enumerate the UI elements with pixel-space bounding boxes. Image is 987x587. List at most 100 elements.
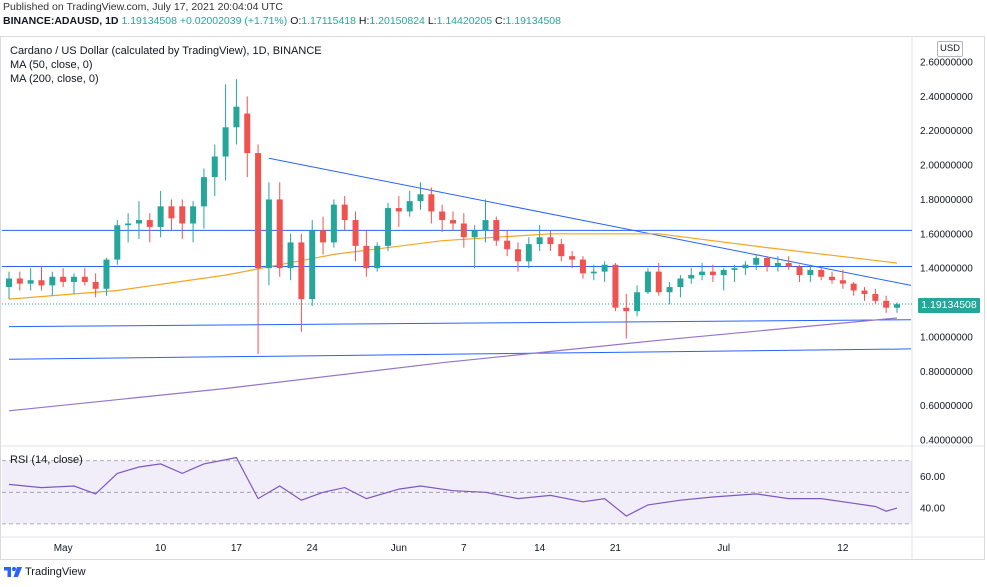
- candle-body[interactable]: [125, 223, 132, 226]
- candle-body[interactable]: [341, 204, 348, 221]
- candle-body[interactable]: [135, 220, 142, 224]
- candle-body[interactable]: [894, 304, 900, 308]
- candle-body[interactable]: [601, 264, 608, 272]
- ma50-label: MA (50, close, 0): [10, 59, 93, 71]
- candle-body[interactable]: [320, 230, 327, 243]
- candle-body[interactable]: [807, 269, 814, 276]
- candle-body[interactable]: [309, 230, 316, 300]
- candle-body[interactable]: [742, 264, 749, 269]
- candle-body[interactable]: [374, 245, 381, 269]
- candle-body[interactable]: [504, 240, 511, 250]
- candle-body[interactable]: [168, 206, 175, 219]
- candle-body[interactable]: [190, 206, 197, 224]
- candle-body[interactable]: [482, 220, 489, 231]
- symbol: BINANCE:ADAUSD, 1D: [3, 15, 119, 27]
- candle-body[interactable]: [883, 300, 890, 308]
- candle-body[interactable]: [406, 201, 413, 212]
- y-tick-label: 0.60000000: [920, 401, 973, 412]
- candle-body[interactable]: [60, 276, 67, 282]
- candle-body[interactable]: [298, 242, 305, 300]
- candle-body[interactable]: [395, 208, 402, 212]
- candle-body[interactable]: [450, 220, 456, 224]
- candle-body[interactable]: [385, 208, 392, 246]
- candle-body[interactable]: [38, 280, 45, 286]
- candle-body[interactable]: [623, 307, 630, 312]
- candle-body[interactable]: [753, 257, 760, 265]
- candle-body[interactable]: [709, 271, 716, 276]
- candle-body[interactable]: [666, 287, 673, 293]
- currency-button[interactable]: USD: [937, 41, 963, 57]
- candle-body[interactable]: [92, 281, 99, 289]
- candle-body[interactable]: [428, 194, 435, 212]
- candle-body[interactable]: [699, 271, 706, 276]
- candle-body[interactable]: [796, 266, 803, 276]
- candle-body[interactable]: [330, 204, 337, 243]
- candle-body[interactable]: [514, 249, 521, 262]
- candle-body[interactable]: [850, 283, 857, 291]
- candle-body[interactable]: [861, 290, 868, 294]
- candle-body[interactable]: [103, 259, 110, 289]
- candle-body[interactable]: [655, 271, 662, 293]
- low-key: L:: [427, 15, 437, 27]
- candle-body[interactable]: [493, 220, 500, 241]
- candle-body[interactable]: [244, 113, 251, 154]
- candle-body[interactable]: [590, 271, 597, 274]
- candle-body[interactable]: [525, 244, 532, 262]
- y-tick-label: 0.40000000: [920, 436, 973, 447]
- candle-body[interactable]: [558, 244, 565, 257]
- candle-body[interactable]: [439, 211, 446, 221]
- last-price-badge: 1.19134508: [918, 298, 980, 313]
- candle-body[interactable]: [774, 263, 781, 267]
- candle-body[interactable]: [255, 153, 262, 269]
- candle-body[interactable]: [677, 278, 684, 288]
- x-tick-label: 10: [155, 543, 167, 554]
- candle-body[interactable]: [70, 276, 77, 282]
- candle-body[interactable]: [222, 127, 229, 157]
- candle-body[interactable]: [287, 242, 294, 269]
- candle-body[interactable]: [211, 156, 218, 178]
- candle-body[interactable]: [547, 237, 554, 245]
- candle-body[interactable]: [417, 194, 424, 202]
- rsi-line: [8, 456, 898, 517]
- candle-body[interactable]: [785, 263, 792, 267]
- candle-body[interactable]: [536, 237, 543, 245]
- candle-body[interactable]: [612, 264, 619, 308]
- candle-body[interactable]: [818, 269, 825, 277]
- candle-body[interactable]: [157, 206, 164, 227]
- candle-body[interactable]: [6, 278, 12, 288]
- candle-body[interactable]: [829, 276, 836, 281]
- ma50-line: [8, 233, 898, 300]
- candle-body[interactable]: [114, 225, 121, 260]
- candle-body[interactable]: [276, 199, 283, 269]
- y-tick-label: 1.60000000: [920, 229, 973, 240]
- candle-body[interactable]: [146, 220, 153, 227]
- y-tick-label: 2.20000000: [920, 126, 973, 137]
- candle-body[interactable]: [460, 223, 467, 238]
- candle-body[interactable]: [579, 259, 586, 274]
- candle-body[interactable]: [764, 257, 771, 267]
- candle-body[interactable]: [200, 177, 207, 207]
- ma200-line: [8, 317, 898, 412]
- candle-body[interactable]: [81, 276, 88, 282]
- candle-body[interactable]: [569, 256, 576, 260]
- candle-body[interactable]: [644, 271, 651, 293]
- y-tick-label: 0.80000000: [920, 367, 973, 378]
- rsi-tick-label: 40.00: [920, 504, 945, 515]
- candle-body[interactable]: [839, 280, 846, 284]
- candle-body[interactable]: [688, 275, 695, 279]
- candle-body[interactable]: [49, 276, 56, 286]
- candle-body[interactable]: [363, 245, 370, 269]
- candle-body[interactable]: [720, 269, 727, 276]
- candle-body[interactable]: [265, 199, 272, 269]
- high-key: H:: [358, 15, 370, 27]
- candle-body[interactable]: [27, 280, 34, 284]
- candle-body[interactable]: [233, 106, 240, 128]
- candle-body[interactable]: [731, 268, 738, 270]
- candle-body[interactable]: [352, 220, 359, 246]
- candle-body[interactable]: [634, 292, 641, 312]
- candle-body[interactable]: [872, 293, 879, 301]
- candle-body[interactable]: [16, 278, 23, 284]
- candle-body[interactable]: [179, 206, 186, 224]
- candle-body[interactable]: [471, 230, 478, 238]
